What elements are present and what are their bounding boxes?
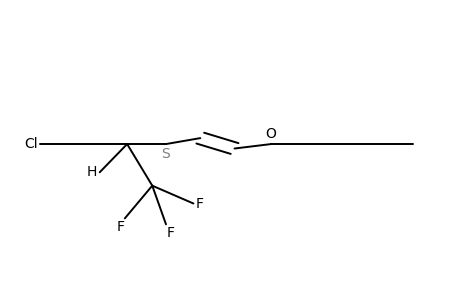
Text: H: H xyxy=(87,165,97,179)
Text: F: F xyxy=(166,226,174,240)
Text: F: F xyxy=(116,220,124,234)
Text: S: S xyxy=(161,147,170,161)
Text: O: O xyxy=(265,127,276,141)
Text: F: F xyxy=(195,196,203,211)
Text: Cl: Cl xyxy=(24,137,38,151)
